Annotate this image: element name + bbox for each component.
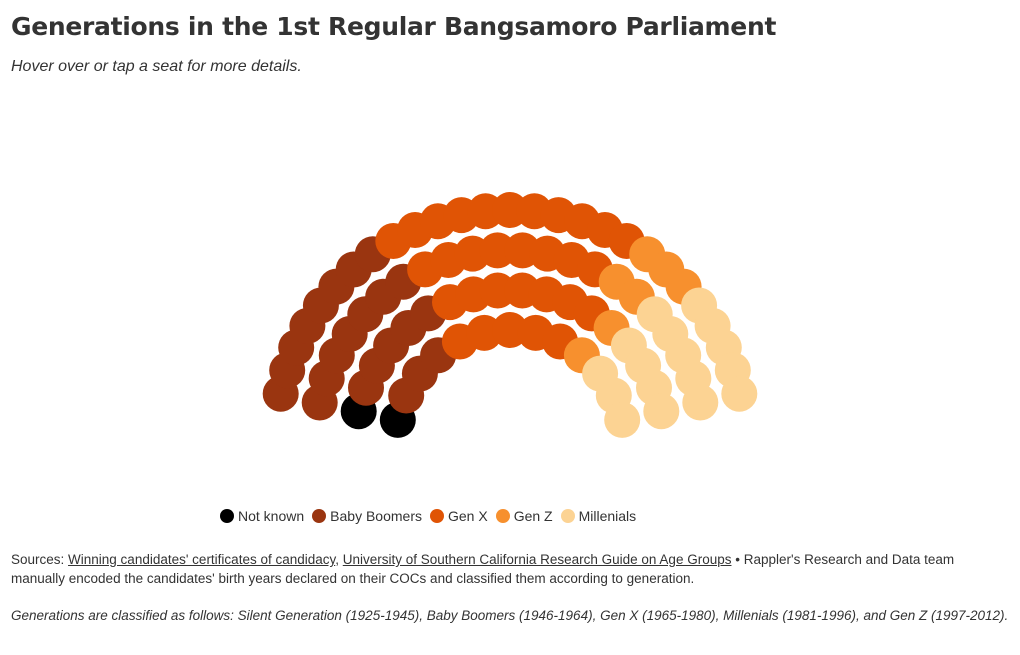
sources-label: Sources: [11,552,69,567]
parliament-chart [262,192,758,438]
legend-item: Baby Boomers [312,508,422,524]
legend-item: Not known [220,508,304,524]
seat[interactable] [479,232,516,269]
legend-swatch [220,509,234,523]
chart-title: Generations in the 1st Regular Bangsamor… [11,12,777,41]
chart-subtitle: Hover over or tap a seat for more detail… [11,58,302,75]
sources-separator: , [335,552,343,567]
sources: Sources: Winning candidates' certificate… [11,550,1006,588]
legend-label: Not known [238,508,305,524]
sources-text: • Rappler's Research and Data team manua… [11,552,955,586]
generation-note: Generations are classified as follows: S… [11,608,1009,623]
source-link-usc[interactable]: University of Southern California Resear… [342,552,732,567]
seat[interactable] [721,375,758,412]
legend-swatch [495,509,510,523]
legend-label: Millenials [578,508,637,524]
legend-swatch [312,509,327,523]
legend-label: Baby Boomers [330,508,422,524]
source-link-coc[interactable]: Winning candidates' certificates of cand… [68,552,336,567]
legend-item: Gen Z [495,508,553,524]
legend: Not known Baby Boomers Gen X Gen Z Millenial… [220,508,644,524]
seat[interactable] [604,401,641,438]
legend-label: Gen Z [513,508,553,524]
legend-item: Gen X [429,508,488,524]
seat[interactable] [479,272,516,309]
legend-label: Gen X [447,508,488,524]
legend-swatch [560,509,575,523]
seat[interactable] [643,393,680,430]
seat[interactable] [682,384,719,421]
legend-swatch [429,509,444,523]
legend-item: Millenials [560,508,637,524]
